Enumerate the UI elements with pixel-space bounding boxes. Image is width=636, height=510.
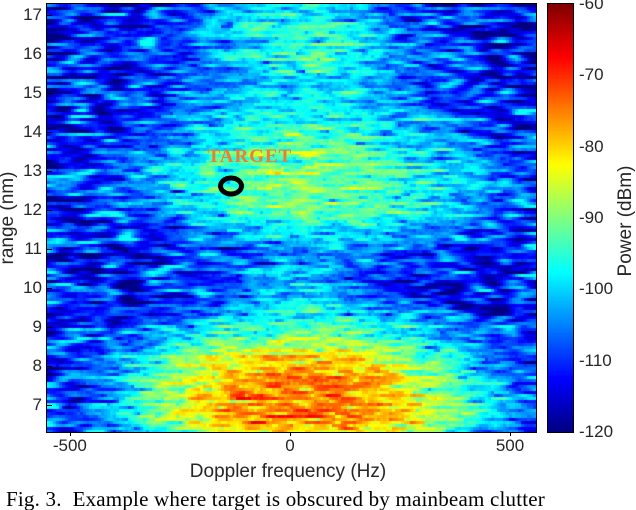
- y-tick-mark: [47, 287, 52, 289]
- y-tick-label: 15: [23, 82, 42, 102]
- x-tick-mark: [289, 433, 291, 436]
- colorbar-tick-label: -110: [579, 350, 612, 370]
- x-tick-label: 500: [495, 436, 525, 455]
- y-tick-mark: [47, 14, 52, 16]
- y-tick-mark: [47, 131, 52, 133]
- y-tick-label: 16: [23, 43, 42, 63]
- y-tick-label: 11: [24, 238, 42, 258]
- x-tick-mark: [510, 433, 512, 436]
- colorbar-tick-label: -120: [579, 422, 614, 441]
- range-doppler-heatmap: [47, 4, 536, 432]
- y-tick-mark: [47, 404, 52, 406]
- colorbar-label: Power (dBm): [615, 165, 636, 277]
- target-marker-circle: [217, 175, 244, 197]
- target-annotation-label: TARGET: [207, 145, 293, 167]
- y-axis-label: range (nm): [0, 171, 18, 265]
- colorbar-tick-label: -60: [579, 0, 604, 13]
- colorbar-gradient: [548, 4, 573, 432]
- y-tick-label: 12: [23, 199, 42, 219]
- y-tick-label: 7: [32, 394, 42, 414]
- y-tick-mark: [47, 248, 52, 250]
- y-tick-mark: [47, 53, 52, 55]
- x-axis-label: Doppler frequency (Hz): [189, 461, 387, 482]
- y-tick-label: 10: [23, 277, 42, 297]
- y-tick-label: 17: [23, 4, 42, 24]
- colorbar-tick-label: -80: [579, 136, 604, 156]
- y-tick-label: 9: [32, 316, 42, 336]
- x-tick-mark: [69, 433, 71, 436]
- y-tick-label: 14: [23, 121, 42, 141]
- y-tick-mark: [47, 326, 52, 328]
- y-tick-mark: [47, 209, 52, 211]
- colorbar-tick-label: -70: [579, 65, 604, 85]
- plot-area: TARGET: [47, 4, 536, 432]
- y-tick-mark: [47, 365, 52, 367]
- x-tick-label: -500: [52, 436, 87, 455]
- x-tick-label: 0: [285, 436, 295, 455]
- y-tick-mark: [47, 92, 52, 94]
- colorbar-tick-label: -90: [579, 208, 604, 227]
- figure-caption: Fig. 3. Example where target is obscured…: [6, 487, 545, 510]
- y-tick-label: 13: [23, 160, 42, 180]
- colorbar-tick-label: -100: [579, 279, 614, 299]
- y-tick-label: 8: [32, 355, 42, 375]
- y-tick-mark: [47, 170, 52, 172]
